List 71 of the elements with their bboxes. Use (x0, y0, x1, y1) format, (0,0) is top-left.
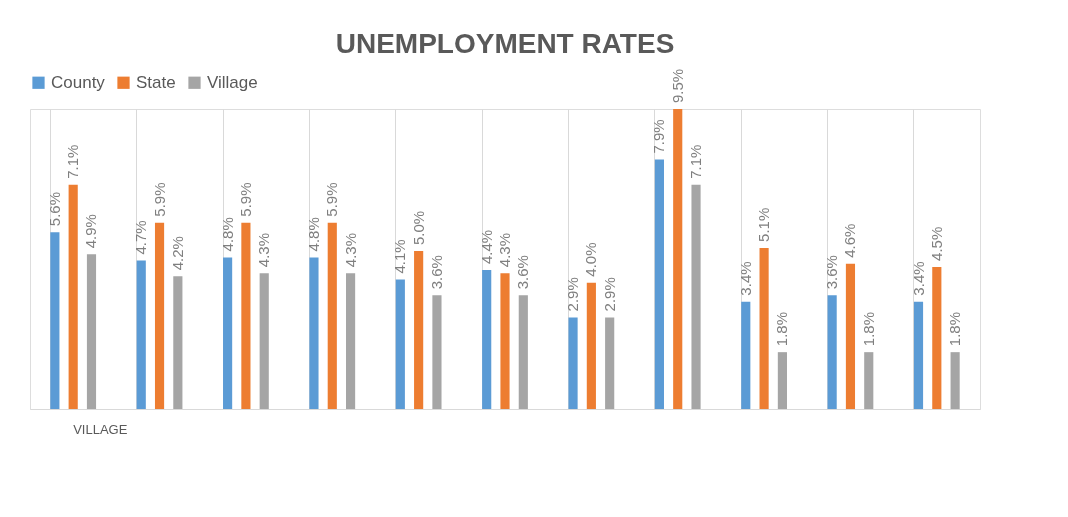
bar (327, 222, 337, 409)
data-label: 5.0% (409, 210, 427, 246)
bar (259, 273, 269, 409)
bar (845, 263, 856, 409)
data-label: 4.8% (304, 217, 322, 252)
bar (605, 317, 615, 409)
bar (86, 254, 97, 409)
data-label: 7.1% (687, 144, 705, 179)
bar (173, 276, 183, 409)
chart-title: UNEMPLOYMENT RATES (335, 27, 675, 59)
data-label: 3.4% (736, 261, 754, 296)
bar (950, 352, 960, 409)
bar (741, 301, 751, 409)
data-label: 4.5% (927, 226, 945, 261)
data-label: 4.3% (255, 233, 273, 268)
legend-label: State (136, 72, 176, 92)
bar (395, 279, 405, 409)
bar (673, 109, 683, 409)
data-label: 4.1% (391, 239, 409, 274)
legend-label: Village (207, 72, 258, 92)
bar (154, 222, 165, 409)
data-label: 4.7% (132, 220, 150, 255)
bar (691, 184, 701, 409)
bar (223, 257, 233, 409)
bar (759, 247, 769, 409)
data-label: 2.9% (600, 277, 618, 312)
data-label: 4.6% (841, 223, 859, 258)
data-label: 9.5% (668, 68, 686, 103)
bar (414, 251, 424, 409)
bar (500, 273, 510, 409)
data-label: 5.9% (236, 182, 254, 217)
legend-label: County (51, 72, 106, 92)
data-label: 1.8% (946, 311, 964, 347)
bar (518, 295, 528, 409)
data-label: 7.1% (64, 144, 82, 179)
data-label: 4.8% (218, 217, 236, 252)
data-label: 5.9% (150, 182, 168, 217)
data-label: 4.2% (168, 236, 186, 271)
bar (50, 232, 60, 409)
bar (68, 184, 78, 409)
data-label: 5.6% (45, 191, 63, 227)
bar (586, 282, 596, 409)
data-label: 4.9% (82, 214, 100, 249)
bar (432, 295, 442, 409)
bar (482, 270, 492, 409)
bar (932, 266, 942, 409)
bar (241, 222, 251, 409)
bar (913, 301, 924, 409)
bar (568, 317, 578, 409)
data-label: 4.4% (477, 229, 495, 265)
x-tick-label: VILLAGE (73, 421, 128, 437)
bar (136, 260, 146, 409)
data-label: 1.8% (773, 311, 791, 347)
data-label: 1.8% (859, 311, 877, 347)
data-label: 4.0% (582, 242, 600, 277)
data-label: 4.3% (341, 233, 359, 268)
data-label: 3.6% (514, 255, 532, 290)
data-label: 3.6% (823, 255, 841, 290)
data-label: 3.6% (427, 255, 445, 290)
data-label: 4.3% (496, 233, 513, 268)
data-label: 7.9% (650, 119, 668, 154)
bar (864, 352, 874, 409)
data-label: 3.4% (909, 261, 927, 296)
data-label: 5.1% (755, 207, 773, 242)
bar (309, 257, 319, 409)
data-label: 5.9% (323, 182, 341, 217)
bar (654, 159, 664, 409)
data-label: 2.9% (564, 277, 582, 312)
bar (777, 352, 787, 409)
bar (346, 273, 356, 409)
bar (827, 295, 837, 409)
